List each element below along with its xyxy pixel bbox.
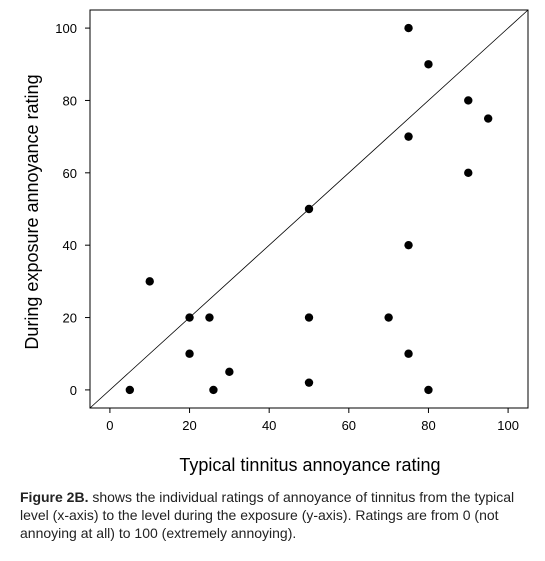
x-tick-label: 100 <box>497 418 519 433</box>
data-point <box>205 313 214 322</box>
y-tick-label: 60 <box>63 166 77 181</box>
data-point <box>404 349 413 358</box>
data-point <box>145 277 154 286</box>
data-point <box>404 240 413 250</box>
data-point <box>424 60 433 69</box>
y-tick-label: 20 <box>63 311 77 326</box>
y-tick-label: 40 <box>63 238 77 253</box>
y-tick-label: 0 <box>70 383 77 398</box>
scatter-chart: 0 20 40 60 80 100 0 20 40 60 80 100 Typical tinnit… <box>22 9 529 475</box>
data-points <box>125 23 493 395</box>
x-tick-label: 60 <box>342 418 356 433</box>
figure-caption: Figure 2B. shows the individual ratings … <box>20 488 535 542</box>
y-axis-title: During exposure annoyance rating <box>22 74 42 349</box>
caption-label: Figure 2B. <box>20 489 89 505</box>
data-point <box>424 385 433 395</box>
x-axis-title: Typical tinnitus annoyance rating <box>179 455 440 475</box>
data-point <box>185 313 194 322</box>
caption-text: shows the individual ratings of annoyanc… <box>20 489 515 541</box>
data-point <box>384 313 393 322</box>
x-axis-ticks: 0 20 40 60 80 100 <box>106 408 519 433</box>
data-point <box>304 204 314 214</box>
data-point <box>304 313 314 322</box>
x-tick-label: 20 <box>182 418 196 433</box>
data-point <box>483 114 493 123</box>
data-point <box>464 168 473 178</box>
x-tick-label: 0 <box>106 418 113 433</box>
x-tick-label: 40 <box>262 418 276 433</box>
plot-area-frame <box>89 9 529 409</box>
data-point <box>125 385 135 395</box>
y-tick-label: 80 <box>63 93 77 108</box>
data-point <box>464 96 473 105</box>
x-tick-label: 80 <box>421 418 435 433</box>
data-point <box>209 385 218 395</box>
data-point <box>404 132 413 141</box>
data-point <box>304 378 314 387</box>
data-point <box>225 367 234 377</box>
data-point <box>404 23 413 33</box>
y-axis-ticks: 0 20 40 60 80 100 <box>55 21 90 398</box>
data-point <box>185 349 194 358</box>
y-tick-label: 100 <box>55 21 77 36</box>
